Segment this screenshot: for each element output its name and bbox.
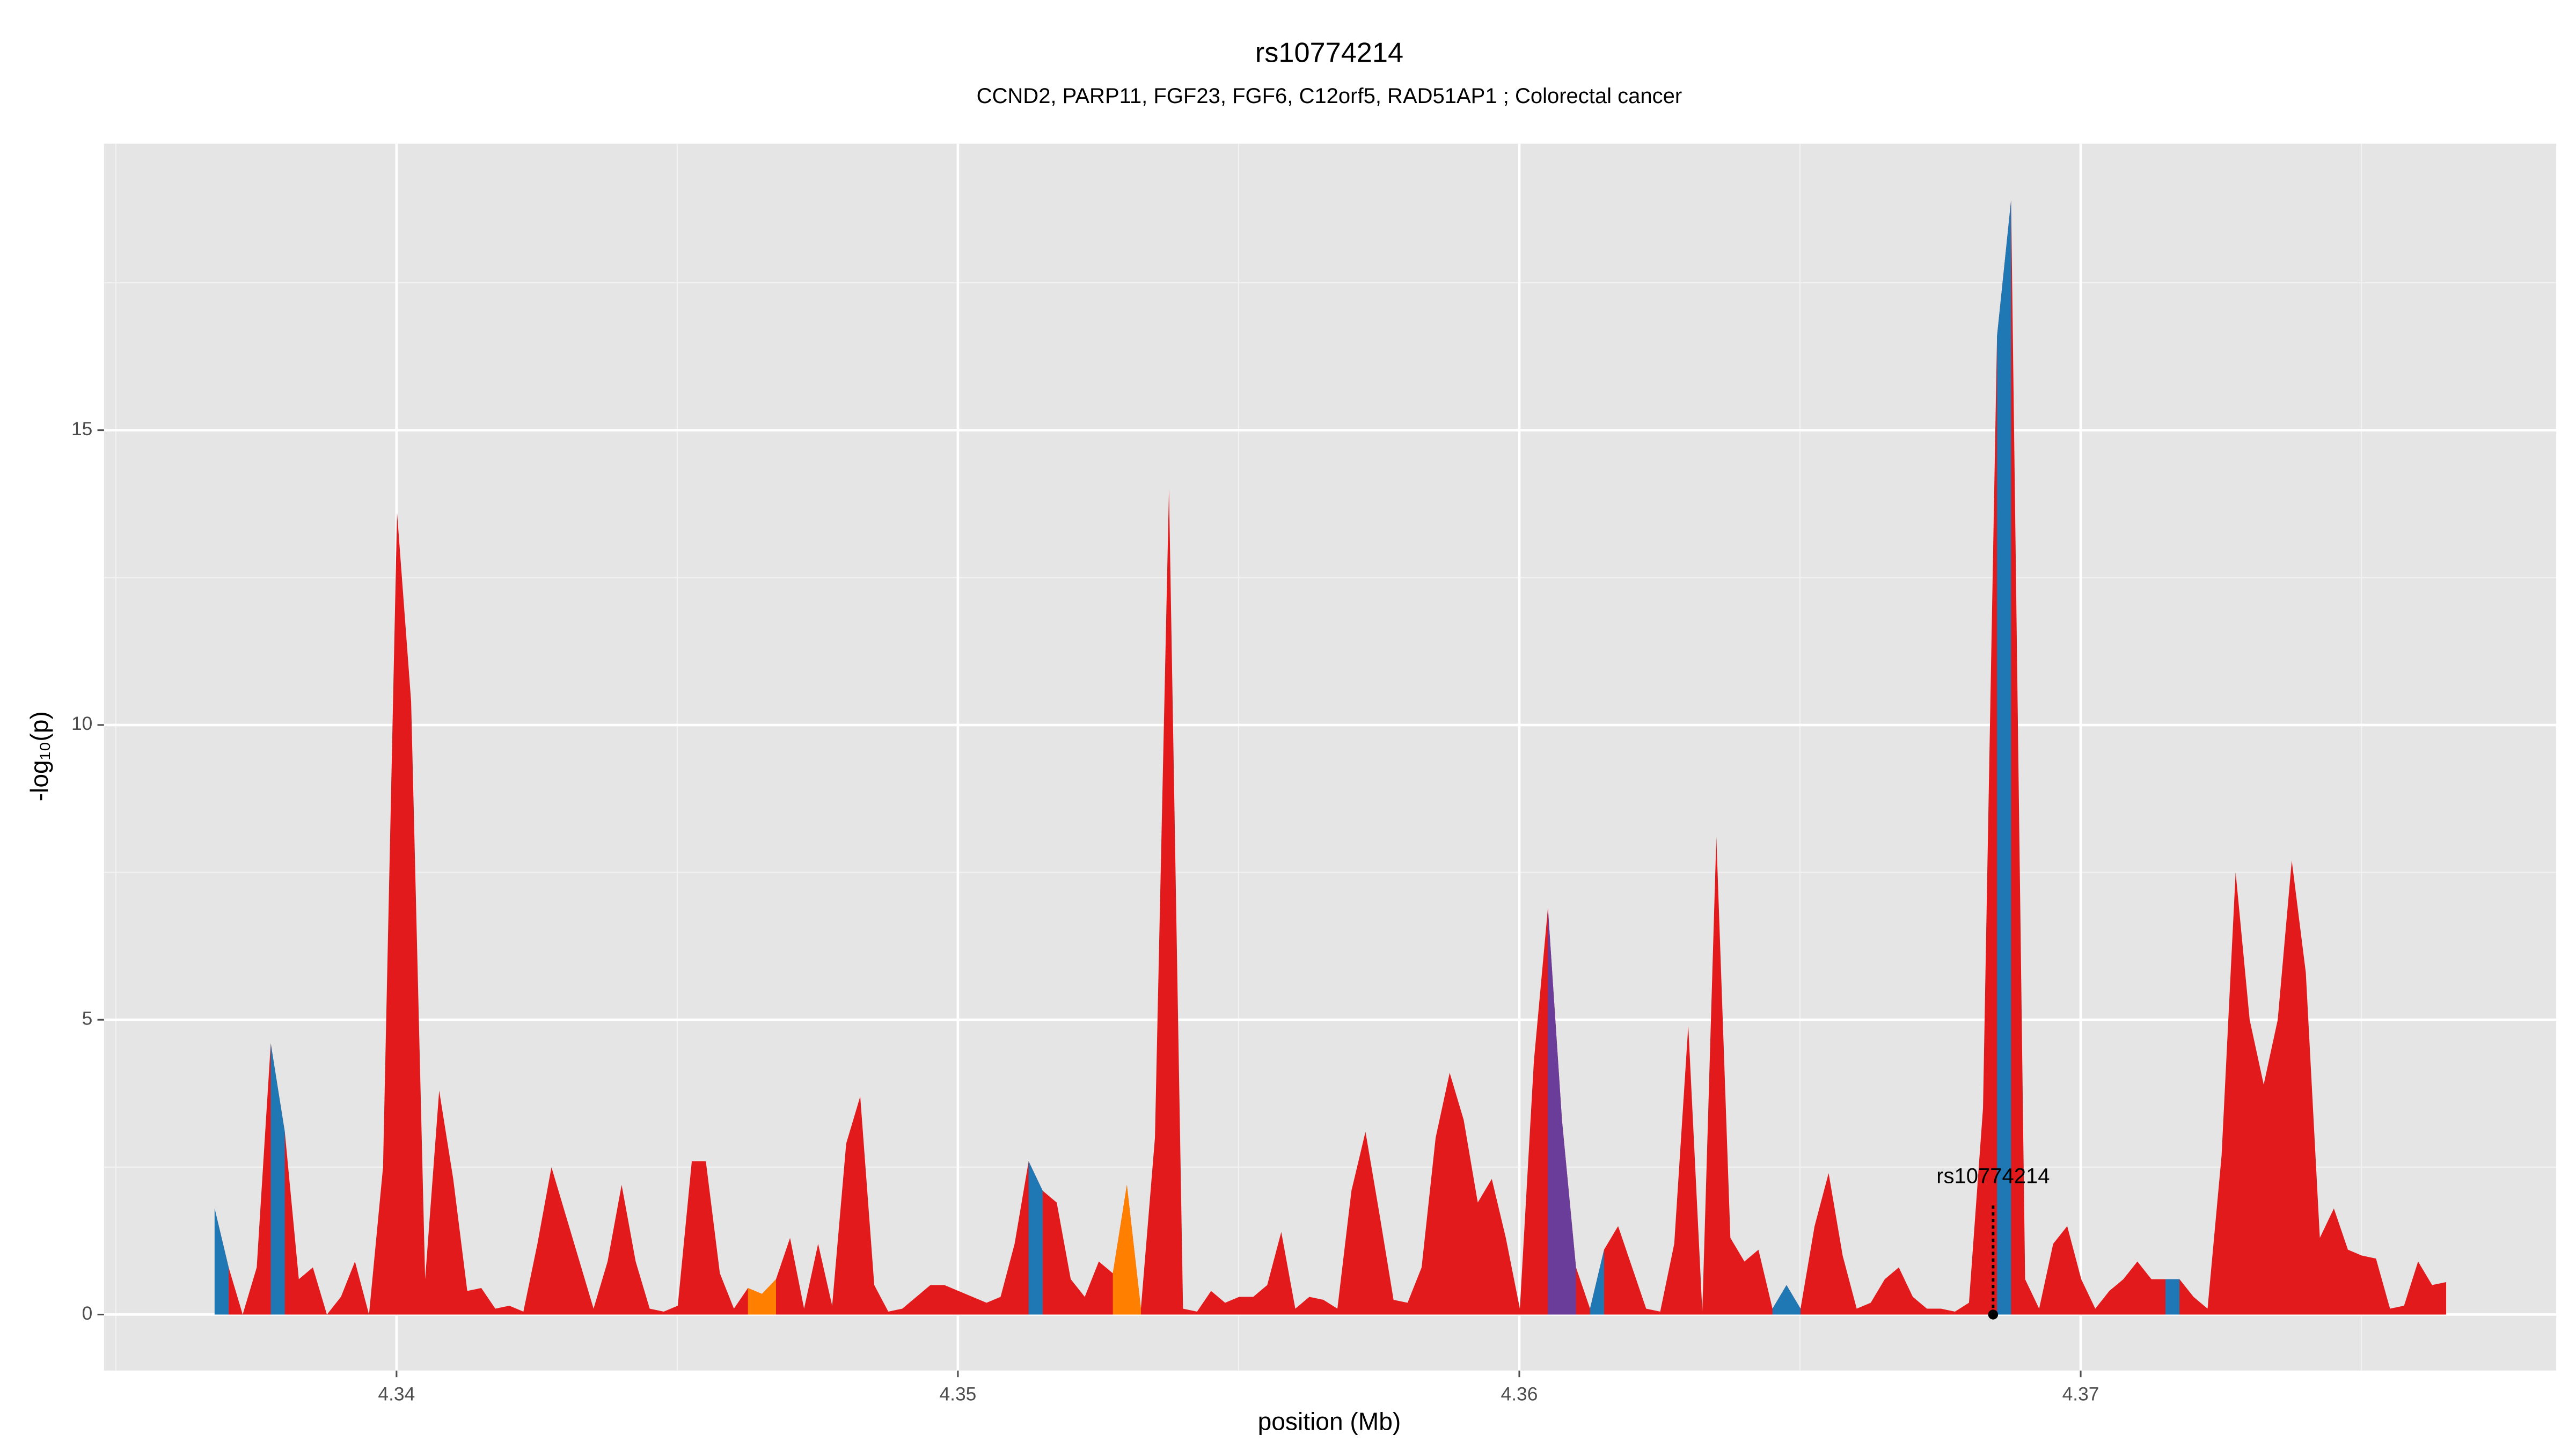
- x-tick-label: 4.34: [378, 1384, 415, 1404]
- x-tick-label: 4.36: [1501, 1384, 1538, 1404]
- annotation-point: [1988, 1309, 1999, 1320]
- chart-subtitle: CCND2, PARP11, FGF23, FGF6, C12orf5, RAD…: [977, 84, 1682, 108]
- x-tick-label: 4.35: [939, 1384, 976, 1404]
- x-tick-label: 4.37: [2062, 1384, 2099, 1404]
- chart-title: rs10774214: [1255, 37, 1403, 68]
- y-tick-label: 15: [71, 419, 92, 440]
- x-axis-label: position (Mb): [1258, 1407, 1401, 1435]
- plot-panel: [104, 143, 2557, 1371]
- annotation-label: rs10774214: [1936, 1165, 2050, 1188]
- area: [1548, 908, 1576, 1315]
- y-axis-label: -log₁₀(p): [25, 711, 53, 801]
- y-tick-label: 0: [82, 1303, 93, 1324]
- y-tick-label: 10: [71, 713, 92, 734]
- y-tick-label: 5: [82, 1008, 93, 1029]
